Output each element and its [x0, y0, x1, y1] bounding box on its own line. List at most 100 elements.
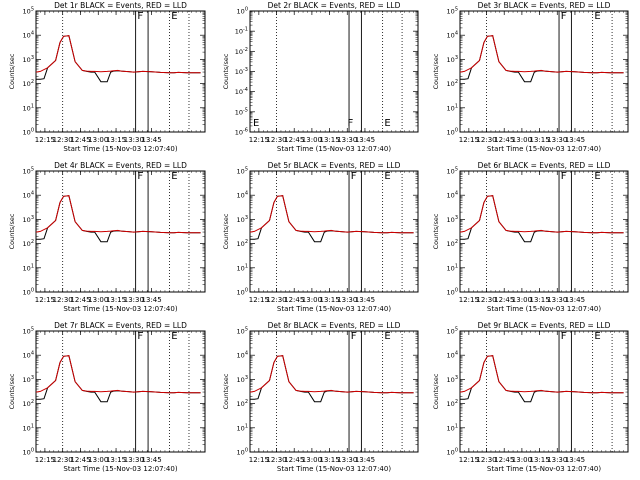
- series-line: [460, 355, 624, 403]
- x-tick-label: 13:45: [142, 296, 162, 304]
- marker-label: F: [561, 11, 567, 22]
- chart-title: Det 3r BLACK = Events, RED = LLD: [478, 1, 611, 10]
- x-tick-label: 12:45: [284, 456, 304, 464]
- y-tick-label: 105: [237, 327, 248, 336]
- chart-panel: Det 4r BLACK = Events, RED = LLD Counts/s…: [8, 161, 206, 313]
- x-tick-label: 12:45: [494, 136, 514, 144]
- x-axis-label: Start Time (15-Nov-03 12:07:40): [63, 145, 177, 153]
- y-axis-label: Counts/sec: [8, 373, 16, 409]
- y-tick-label: 105: [23, 327, 34, 336]
- y-tick-label: 101: [237, 263, 248, 272]
- x-tick-label: 12:15: [249, 136, 269, 144]
- y-tick-label: 103: [447, 55, 458, 64]
- x-axis-label: Start Time (15-Nov-03 12:07:40): [487, 145, 601, 153]
- x-tick-label: 13:00: [512, 136, 532, 144]
- x-tick-label: 13:45: [565, 296, 585, 304]
- x-tick-label: 13:30: [337, 456, 357, 464]
- x-tick-label: 13:45: [355, 136, 375, 144]
- x-tick-label: 13:15: [319, 456, 339, 464]
- chart-panel: Det 1r BLACK = Events, RED = LLD Counts/s…: [8, 1, 206, 153]
- marker-label: E: [384, 118, 390, 129]
- y-tick-label: 103: [237, 215, 248, 224]
- y-tick-label: 105: [447, 7, 458, 16]
- x-tick-label: 13:15: [319, 296, 339, 304]
- y-tick-label: 102: [447, 239, 458, 248]
- y-axis-label: Counts/sec: [8, 53, 16, 89]
- chart-panel: Det 8r BLACK = Events, RED = LLD Counts/s…: [222, 321, 419, 473]
- chart-panel: Det 5r BLACK = Events, RED = LLD Counts/s…: [222, 161, 419, 313]
- x-tick-label: 12:45: [494, 456, 514, 464]
- y-tick-label: 104: [23, 31, 34, 40]
- x-tick-label: 13:00: [88, 456, 108, 464]
- chart-panel: Det 6r BLACK = Events, RED = LLD Counts/s…: [432, 161, 629, 313]
- x-tick-label: 12:15: [249, 296, 269, 304]
- chart-title: Det 8r BLACK = Events, RED = LLD: [268, 321, 401, 330]
- series-line: [250, 355, 414, 403]
- y-tick-label: 101: [23, 263, 34, 272]
- marker-label: F: [137, 171, 143, 182]
- x-tick-label: 12:30: [53, 136, 73, 144]
- y-tick-label: 103: [23, 215, 34, 224]
- x-axis-label: Start Time (15-Nov-03 12:07:40): [277, 305, 391, 313]
- y-axis-label: Counts/sec: [432, 213, 440, 249]
- x-tick-label: 13:30: [124, 296, 144, 304]
- y-tick-label: 102: [237, 239, 248, 248]
- chart-title: Det 9r BLACK = Events, RED = LLD: [478, 321, 611, 330]
- marker-label: E: [384, 331, 390, 342]
- x-tick-label: 13:45: [565, 136, 585, 144]
- x-tick-label: 13:45: [142, 136, 162, 144]
- y-tick-label: 10-2: [235, 47, 248, 56]
- x-tick-label: 13:45: [355, 456, 375, 464]
- chart-panel: Det 9r BLACK = Events, RED = LLD Counts/s…: [432, 321, 629, 473]
- y-tick-label: 104: [447, 191, 458, 200]
- y-tick-label: 105: [23, 7, 34, 16]
- y-tick-label: 103: [237, 375, 248, 384]
- chart-panel: Det 7r BLACK = Events, RED = LLD Counts/s…: [8, 321, 206, 473]
- x-tick-label: 12:30: [266, 296, 286, 304]
- series-line: [249, 355, 414, 394]
- x-tick-label: 12:15: [459, 296, 479, 304]
- chart-panel: Det 2r BLACK = Events, RED = LLD Counts/s…: [222, 1, 419, 153]
- y-tick-label: 101: [23, 423, 34, 432]
- x-axis-label: Start Time (15-Nov-03 12:07:40): [277, 145, 391, 153]
- y-tick-label: 10-4: [235, 87, 248, 96]
- y-tick-label: 10-6: [235, 128, 248, 137]
- chart-title: Det 6r BLACK = Events, RED = LLD: [478, 161, 611, 170]
- chart-title: Det 4r BLACK = Events, RED = LLD: [54, 161, 187, 170]
- x-axis-label: Start Time (15-Nov-03 12:07:40): [63, 465, 177, 473]
- y-tick-label: 101: [23, 103, 34, 112]
- marker-label: E: [594, 331, 600, 342]
- x-tick-label: 13:00: [302, 296, 322, 304]
- x-axis-label: Start Time (15-Nov-03 12:07:40): [487, 465, 601, 473]
- x-tick-label: 13:15: [529, 456, 549, 464]
- x-tick-label: 13:00: [88, 136, 108, 144]
- marker-label: E: [594, 11, 600, 22]
- y-tick-label: 102: [23, 399, 34, 408]
- x-tick-label: 12:30: [476, 456, 496, 464]
- y-tick-label: 103: [23, 375, 34, 384]
- series-line: [36, 195, 201, 243]
- y-tick-label: 104: [23, 191, 34, 200]
- series-line: [36, 355, 201, 403]
- y-tick-label: 100: [237, 7, 248, 16]
- y-tick-label: 105: [23, 167, 34, 176]
- marker-label: F: [351, 171, 357, 182]
- x-axis-label: Start Time (15-Nov-03 12:07:40): [63, 305, 177, 313]
- x-tick-label: 12:45: [284, 136, 304, 144]
- x-tick-label: 12:30: [53, 456, 73, 464]
- y-tick-label: 100: [447, 448, 458, 457]
- marker-label: E: [384, 171, 390, 182]
- y-tick-label: 102: [237, 399, 248, 408]
- x-tick-label: 12:30: [476, 136, 496, 144]
- marker-label: F: [561, 331, 567, 342]
- y-tick-label: 100: [447, 288, 458, 297]
- marker-label: E: [253, 118, 259, 129]
- series-line: [459, 35, 624, 74]
- series-line: [250, 195, 414, 243]
- x-tick-label: 12:45: [70, 296, 90, 304]
- y-tick-label: 104: [447, 31, 458, 40]
- x-tick-label: 12:30: [266, 136, 286, 144]
- x-tick-label: 13:45: [565, 456, 585, 464]
- marker-label: F: [137, 11, 143, 22]
- x-tick-label: 13:00: [302, 456, 322, 464]
